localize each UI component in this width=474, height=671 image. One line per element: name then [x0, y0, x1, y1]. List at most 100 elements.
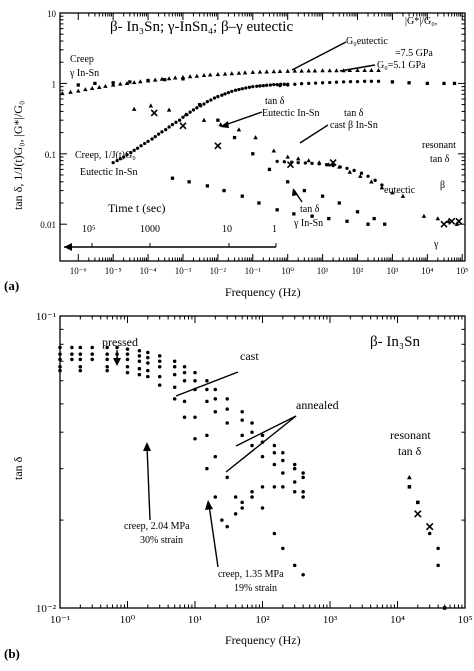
data-point — [118, 81, 123, 86]
data-point — [172, 365, 177, 369]
data-point — [137, 349, 142, 353]
annotation-gamma: γ — [433, 239, 439, 250]
data-point — [111, 160, 115, 165]
x-tick-label: 10⁰ — [120, 614, 136, 626]
data-point — [131, 106, 137, 111]
data-point — [406, 474, 412, 480]
data-point — [230, 89, 234, 94]
data-point — [264, 69, 269, 74]
annotation-resonant: resonant — [422, 140, 456, 151]
x-tick-label: 10⁻⁴ — [140, 266, 157, 276]
data-point — [355, 67, 360, 73]
data-point — [301, 490, 305, 494]
data-point — [347, 169, 353, 174]
data-point — [78, 365, 83, 369]
data-point — [135, 146, 140, 150]
leader-creep-2-04-arrowhead — [143, 442, 151, 451]
x-tick-label: 10² — [255, 614, 270, 626]
data-point — [205, 466, 209, 471]
data-point — [78, 352, 83, 356]
data-point — [172, 372, 177, 377]
panel-a-y-axis-label: tan δ, 1/J(t)G₀, |G*|/G₀ — [11, 101, 25, 210]
data-point — [225, 421, 229, 425]
data-point — [316, 160, 322, 165]
x-tick-label: 10² — [352, 266, 364, 276]
data-point — [78, 368, 83, 373]
annotation-g-ratio: |G*|/G₀, — [405, 16, 437, 27]
data-point — [435, 216, 441, 221]
time-tick-label: 1 — [272, 224, 277, 235]
panel-b-x-axis-label: Frequency (Hz) — [225, 633, 301, 647]
data-point — [260, 433, 265, 438]
data-point — [218, 122, 223, 127]
leader-g-eutectic — [291, 41, 347, 71]
data-point — [157, 365, 162, 369]
y-tick-label: 10⁻¹ — [36, 311, 56, 323]
panel-b-title: β- In₃Sn — [370, 334, 420, 350]
data-point — [240, 194, 244, 198]
data-point — [172, 75, 178, 80]
data-point — [359, 171, 364, 175]
data-point — [115, 345, 119, 350]
data-point — [105, 365, 109, 369]
data-point — [90, 352, 94, 356]
panel-b-label: (b) — [4, 646, 20, 661]
annotation-resonant-b: resonant — [390, 428, 431, 442]
data-point — [302, 188, 307, 193]
data-point — [281, 471, 285, 475]
data-point — [146, 139, 150, 144]
data-point — [172, 359, 177, 363]
data-point — [328, 80, 332, 85]
data-point — [372, 216, 376, 221]
panel-a-x-ticks: 10⁻⁶ 10⁻⁵ 10⁻⁴ 10⁻³ 10⁻² 10⁻¹ 10⁰ 10¹ 10² 10³ 10⁴ 1… — [70, 13, 468, 276]
panel-a-title: β- In₃Sn; γ-InSn₄; β–γ eutectic — [110, 19, 293, 35]
x-tick-label: 10⁻⁵ — [105, 266, 122, 276]
data-point — [240, 87, 244, 91]
data-point — [166, 76, 172, 81]
annotation-eutectic: eutectic — [384, 185, 416, 196]
data-point — [345, 219, 349, 223]
data-point — [442, 81, 446, 86]
data-point — [166, 107, 172, 112]
data-point — [193, 370, 197, 375]
data-point — [68, 89, 73, 94]
data-point — [358, 173, 363, 178]
data-point — [242, 70, 248, 75]
data-point — [331, 163, 335, 168]
data-point — [390, 190, 395, 195]
panel-a: 10⁻⁶ 10⁻⁵ 10⁻⁴ 10⁻³ 10⁻² 10⁻¹ 10⁰ 10¹ 10² 10³ 10⁴ 1… — [4, 9, 468, 299]
data-point — [213, 387, 218, 392]
data-point — [285, 68, 290, 73]
data-point — [194, 73, 200, 78]
data-point — [272, 443, 277, 448]
data-point — [223, 92, 227, 96]
data-point — [205, 433, 209, 438]
data-point — [105, 357, 109, 362]
x-tick-label: 10⁻² — [210, 266, 227, 276]
data-point — [376, 67, 381, 73]
data-point — [296, 160, 300, 165]
data-point — [205, 184, 210, 188]
data-point — [268, 83, 273, 87]
data-point — [122, 155, 126, 159]
data-point — [226, 90, 231, 95]
data-point — [452, 81, 457, 86]
annotation-annealed: annealed — [296, 398, 339, 412]
panel-a-markers — [60, 67, 463, 228]
data-point — [220, 93, 224, 97]
data-point — [214, 142, 222, 150]
data-point — [164, 128, 168, 132]
data-point — [240, 433, 244, 438]
data-point — [250, 490, 254, 494]
data-point — [286, 161, 295, 169]
data-point — [301, 471, 305, 475]
data-point — [277, 69, 283, 74]
data-point — [272, 485, 277, 489]
data-point — [222, 71, 228, 76]
data-point — [118, 157, 122, 161]
annotation-creep-2-04-strain: 30% strain — [140, 535, 183, 546]
data-point — [187, 180, 191, 184]
annotation-resonant-b-tan: tan δ — [398, 444, 422, 458]
data-point — [383, 222, 387, 226]
